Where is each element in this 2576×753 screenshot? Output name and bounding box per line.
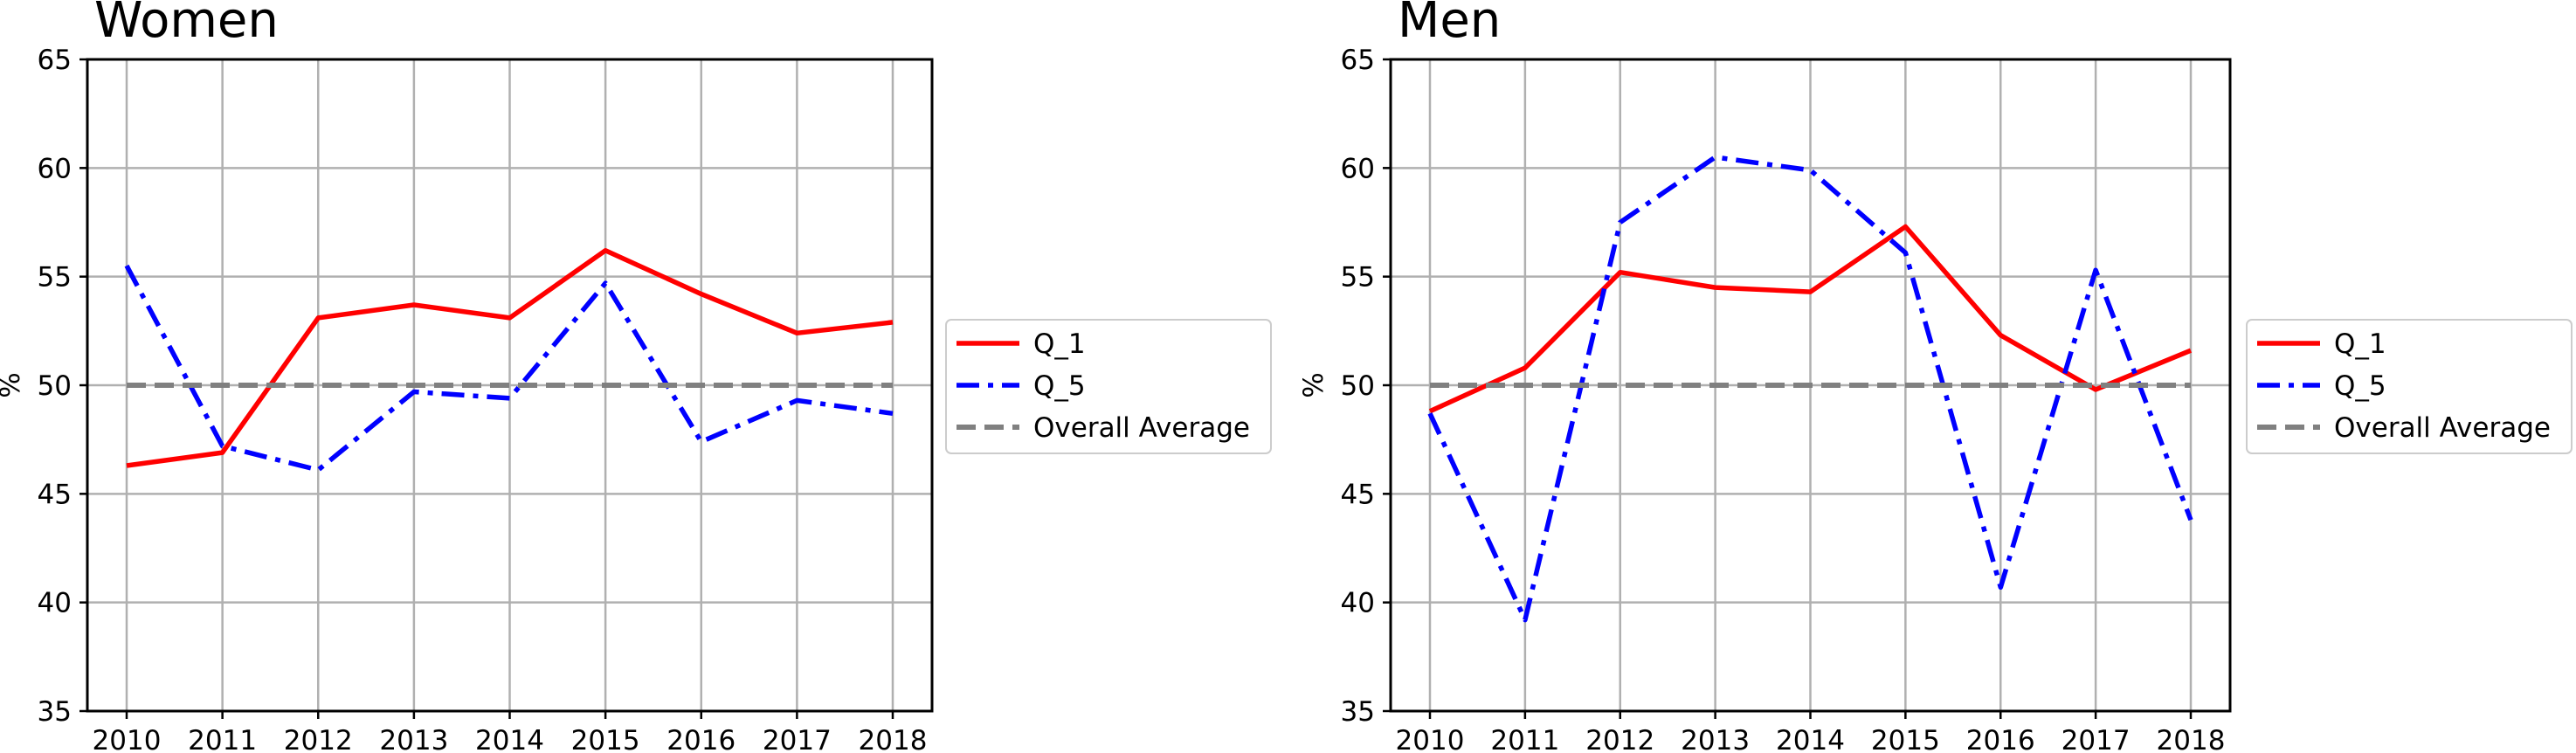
x-tick-label: 2013 [1681,725,1750,753]
y-tick-label: 45 [1341,479,1375,510]
y-tick-label: 45 [38,479,72,510]
legend-label: Overall Average [1033,412,1250,444]
x-tick-label: 2010 [1396,725,1465,753]
legend-label: Q_5 [2334,370,2386,402]
y-tick-label: 35 [38,696,72,728]
legend-label: Overall Average [2334,412,2551,444]
x-tick-label: 2012 [284,725,353,753]
legend: Q_1 Q_5 Overall Average [2246,319,2573,454]
y-tick-label: 40 [1341,588,1375,619]
y-tick-label: 60 [38,153,72,184]
x-tick-label: 2018 [2157,725,2226,753]
series-line-q-1 [126,248,894,468]
x-tick-label: 2015 [571,725,640,753]
y-axis-label: % [1298,372,1329,397]
x-tick-label: 2014 [475,725,544,753]
x-tick-label: 2018 [859,725,928,753]
chart-panel-0: 35 40 45 50 55 60 65 2010 2011 2012 2013 2014 2015 20… [0,0,1272,753]
y-tick-label: 65 [1341,45,1375,76]
x-tick-label: 2011 [1490,725,1559,753]
legend: Q_1 Q_5 Overall Average [945,319,1272,454]
y-tick-label: 65 [38,45,72,76]
legend-box [945,319,1272,454]
x-tick-label: 2016 [666,725,736,753]
x-tick-label: 2016 [1966,725,2035,753]
x-tick-label: 2017 [763,725,832,753]
legend-label: Q_1 [2334,328,2386,360]
y-tick-label: 40 [38,588,72,619]
x-tick-label: 2014 [1776,725,1845,753]
chart-title: Men [1398,0,1501,49]
x-tick-label: 2013 [379,725,448,753]
x-tick-label: 2011 [188,725,257,753]
series-line-q-5 [124,264,894,473]
y-tick-label: 35 [1341,696,1375,728]
y-axis-label: % [0,372,26,397]
x-tick-label: 2012 [1585,725,1654,753]
series-line-q-5 [1427,155,2193,623]
y-tick-label: 50 [38,370,72,402]
y-tick-label: 50 [1341,370,1375,402]
y-tick-label: 55 [38,262,72,294]
y-tick-label: 60 [1341,153,1375,184]
legend-box [2246,319,2573,454]
x-tick-label: 2017 [2061,725,2131,753]
legend-label: Q_5 [1033,370,1086,402]
legend-label: Q_1 [1033,328,1086,360]
chart-panel-1: 35 40 45 50 55 60 65 2010 2011 2012 2013 2014 2015 20… [1298,0,2573,753]
x-tick-label: 2010 [93,725,162,753]
y-tick-label: 55 [1341,262,1375,294]
chart-title: Women [94,0,279,49]
x-tick-label: 2015 [1871,725,1940,753]
